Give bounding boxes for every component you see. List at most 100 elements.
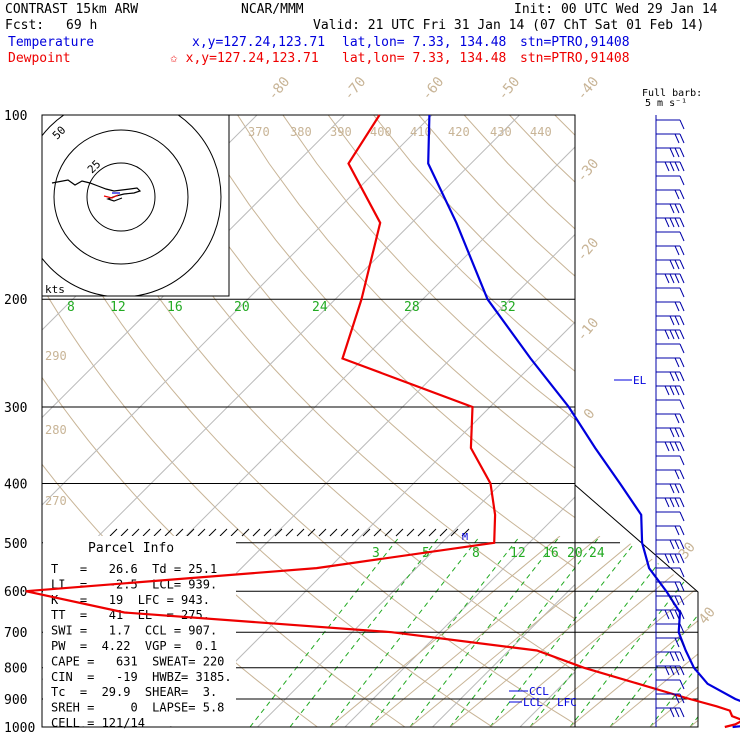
lfc-label: LFC [557,696,577,709]
barb-feather [674,483,680,494]
barb-feather [674,693,680,704]
barb-feather [674,301,680,312]
wind-barb [656,273,685,284]
barb-feather [674,539,680,550]
temperature-xy: x,y=127.24,123.71 [192,35,325,50]
wind-barb [656,581,685,592]
pressure-label: 200 [4,293,27,308]
barb-feather [674,651,680,662]
theta-label: 400 [370,125,392,139]
barb-feather [679,427,685,438]
wind-barb [656,707,685,718]
hatch-mark [461,528,470,537]
barb-feather [679,469,685,480]
isotherm-line [432,583,575,727]
barb-feather [679,231,685,242]
barb-feather [669,147,675,158]
barb-feather [679,343,685,354]
pressure-label: 600 [4,585,27,600]
barb-header-line2: 5 m s⁻¹ [645,98,687,109]
barb-feather [679,511,685,522]
barb-feather [679,315,685,326]
wind-barb [656,133,685,144]
mixing-ratio-label: 32 [500,300,516,315]
hatch-mark [373,528,382,537]
hatch-mark [384,528,393,537]
wind-barb [656,371,685,382]
barb-feather [674,259,680,270]
left-theta-label: 290 [45,349,67,363]
hodograph-storm-motion [103,194,119,199]
parcel-info-title: Parcel Info [88,541,174,556]
barb-feather [679,161,685,172]
barb-feather [679,371,685,382]
hatch-mark [318,528,327,537]
barb-feather [679,245,685,256]
barb-feather [674,707,680,718]
barb-feather [669,161,675,172]
barb-feather [674,581,680,592]
barb-feather [669,273,675,284]
barb-feather [669,329,675,340]
dry-adiabat-line [55,115,575,672]
parcel-info-row: CAPE = 631 SWEAT= 220 [51,654,224,668]
hatch-mark [230,528,239,537]
barb-feather [679,707,685,718]
hatch-mark [439,528,448,537]
barb-feather [674,413,680,424]
wind-barb-column: Full barb: 5 m s⁻¹ [642,88,702,727]
level-markers: CCL LCL LFC EL M [462,374,647,709]
barb-feather [679,651,685,662]
theta-label: 410 [410,125,432,139]
hatch-mark [274,528,283,537]
dry-adiabat-line [646,115,740,727]
wind-barb [656,301,685,312]
barb-feather [679,273,685,284]
source-label: NCAR/MMM [241,2,304,17]
wind-barb [656,217,685,228]
barb-feather [679,301,685,312]
hatch-mark [329,528,338,537]
wind-barb [656,119,685,130]
parcel-info-row: TT = 41 EL = 275. [51,608,210,622]
hatch-mark [395,528,404,537]
hodograph-ring-outer [42,115,222,296]
barb-feather [674,329,680,340]
isotherm-label: 40 [696,604,719,627]
barb-feather [664,609,670,620]
barb-feather [674,273,680,284]
barb-feather [679,693,685,704]
left-theta-label: 270 [45,494,67,508]
barb-feather [679,329,685,340]
hatch-mark [208,528,217,537]
pressure-label: 700 [4,626,27,641]
temperature-latlon: lat,lon= 7.33, 134.48 [342,35,506,50]
wind-barb [656,441,685,452]
barb-feather [674,665,680,676]
isotherm-label: -30 [574,156,603,186]
barb-feather [669,595,675,606]
barb-feather [664,553,670,564]
wind-barb [656,637,685,648]
barb-feather [669,707,675,718]
wind-barb [656,161,685,172]
barb-feather [674,637,680,648]
lower-mixing-ratio-label: 16 [543,546,559,561]
hatch-mark [131,528,140,537]
parcel-info-rows: T = 26.6 Td = 25.1LI = -2.5 LCL= 939. K =… [51,562,232,730]
theta-label: 430 [490,125,512,139]
parcel-info-row: SREH = 0 LAPSE= 5.8 [51,701,224,715]
isotherm-line [169,321,575,727]
wind-barb [656,595,685,606]
barb-feather [679,539,685,550]
parcel-info-row: CELL = 121/14 [51,716,145,730]
barb-feather [674,469,680,480]
parcel-info-row: PW = 4.22 VGP = 0.1 [51,639,217,653]
barb-feather [679,637,685,648]
mixing-ratio-label: 28 [404,300,420,315]
hatch-mark [109,528,118,537]
lower-mixing-ratio-line [609,536,698,727]
lower-mixing-ratio-line [329,536,481,727]
barb-feather [669,427,675,438]
dry-adiabat-line [463,115,575,230]
